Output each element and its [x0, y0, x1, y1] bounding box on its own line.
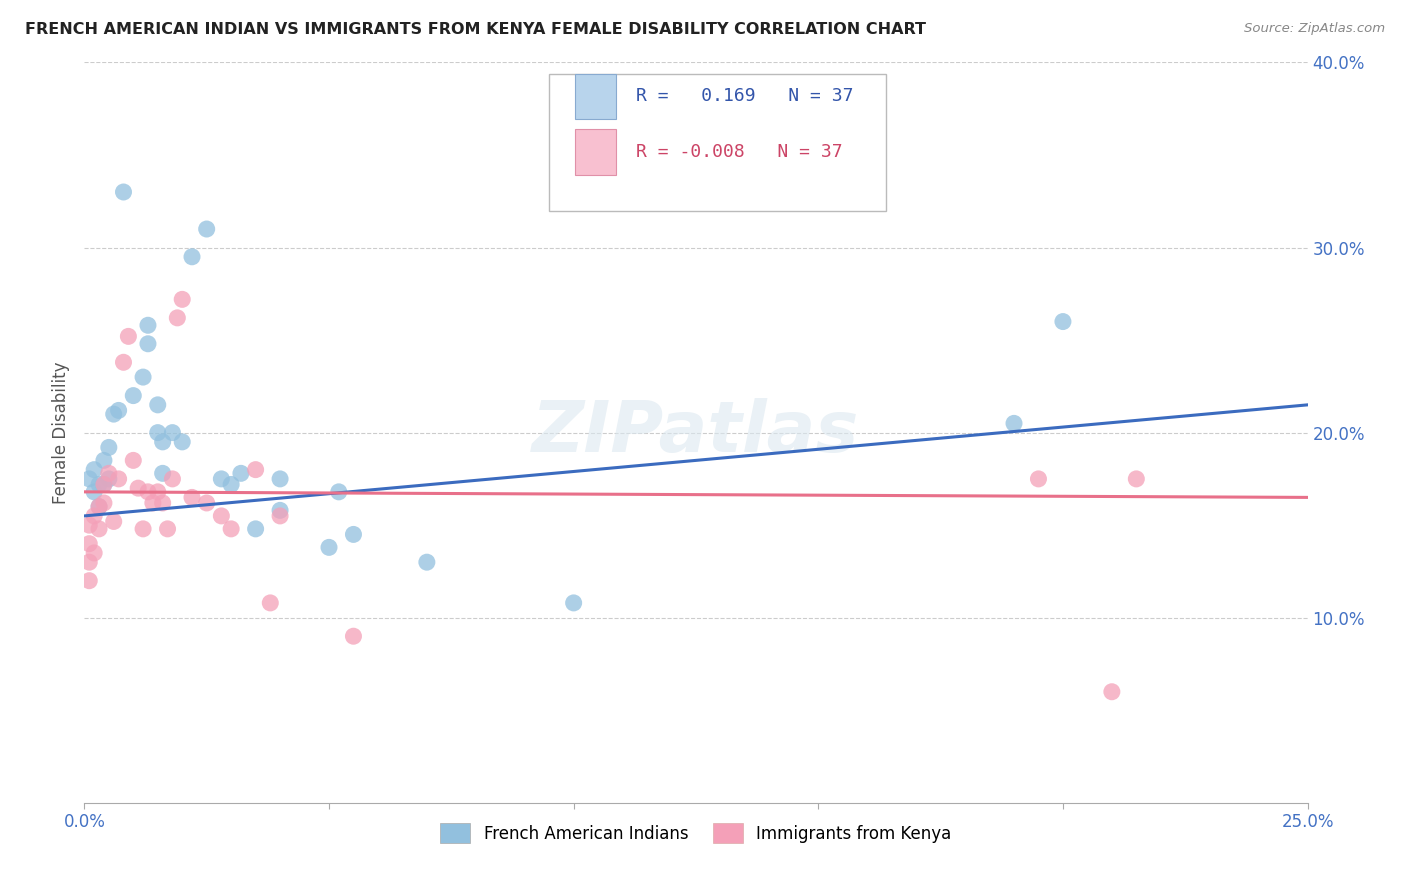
Point	[209, 472, 232, 486]
Point	[1101, 685, 1123, 699]
Point	[181, 491, 204, 505]
Text: R = -0.008   N = 37: R = -0.008 N = 37	[636, 143, 842, 161]
Point	[97, 472, 120, 486]
Point	[117, 329, 139, 343]
Point	[162, 425, 184, 440]
Point	[245, 462, 267, 476]
Point	[127, 481, 149, 495]
Point	[1028, 472, 1050, 486]
Point	[136, 336, 159, 351]
Legend: French American Indians, Immigrants from Kenya: French American Indians, Immigrants from…	[433, 816, 959, 850]
Point	[112, 355, 135, 369]
Point	[77, 574, 100, 588]
Point	[156, 522, 179, 536]
Point	[342, 527, 364, 541]
Point	[87, 522, 110, 536]
Point	[219, 522, 242, 536]
Point	[172, 293, 194, 307]
Point	[136, 318, 159, 333]
Point	[1002, 417, 1025, 431]
Point	[77, 555, 100, 569]
Point	[93, 453, 115, 467]
Point	[142, 496, 165, 510]
FancyBboxPatch shape	[550, 73, 886, 211]
Text: R =   0.169   N = 37: R = 0.169 N = 37	[636, 87, 853, 105]
Point	[245, 522, 267, 536]
Point	[269, 472, 291, 486]
Point	[132, 370, 155, 384]
Point	[269, 503, 291, 517]
Point	[146, 425, 169, 440]
Text: Source: ZipAtlas.com: Source: ZipAtlas.com	[1244, 22, 1385, 36]
Point	[1052, 314, 1074, 328]
Point	[87, 477, 110, 491]
Point	[1125, 472, 1147, 486]
Point	[77, 518, 100, 533]
Point	[107, 403, 129, 417]
Point	[103, 515, 125, 529]
Point	[93, 477, 115, 491]
Point	[318, 541, 340, 555]
Point	[103, 407, 125, 421]
Point	[93, 477, 115, 491]
Point	[269, 508, 291, 523]
Point	[136, 484, 159, 499]
Point	[97, 441, 120, 455]
Point	[162, 472, 184, 486]
FancyBboxPatch shape	[575, 129, 616, 175]
Point	[328, 484, 350, 499]
Point	[132, 522, 155, 536]
Point	[219, 477, 242, 491]
Point	[87, 500, 110, 514]
Point	[152, 434, 174, 449]
Point	[77, 536, 100, 550]
Point	[195, 222, 218, 236]
Point	[97, 467, 120, 481]
Point	[195, 496, 218, 510]
Point	[122, 453, 145, 467]
Point	[122, 388, 145, 402]
Point	[152, 467, 174, 481]
Y-axis label: Female Disability: Female Disability	[52, 361, 70, 504]
Point	[83, 484, 105, 499]
Point	[166, 310, 188, 325]
Point	[83, 508, 105, 523]
Point	[146, 398, 169, 412]
Text: FRENCH AMERICAN INDIAN VS IMMIGRANTS FROM KENYA FEMALE DISABILITY CORRELATION CH: FRENCH AMERICAN INDIAN VS IMMIGRANTS FRO…	[25, 22, 927, 37]
Point	[77, 472, 100, 486]
Point	[83, 462, 105, 476]
Point	[83, 546, 105, 560]
Point	[259, 596, 281, 610]
Point	[152, 496, 174, 510]
FancyBboxPatch shape	[575, 73, 616, 120]
Point	[93, 496, 115, 510]
Point	[146, 484, 169, 499]
Point	[172, 434, 194, 449]
Text: ZIPatlas: ZIPatlas	[533, 398, 859, 467]
Point	[112, 185, 135, 199]
Point	[229, 467, 252, 481]
Point	[107, 472, 129, 486]
Point	[87, 500, 110, 514]
Point	[562, 596, 585, 610]
Point	[181, 250, 204, 264]
Point	[416, 555, 439, 569]
Point	[342, 629, 364, 643]
Point	[209, 508, 232, 523]
